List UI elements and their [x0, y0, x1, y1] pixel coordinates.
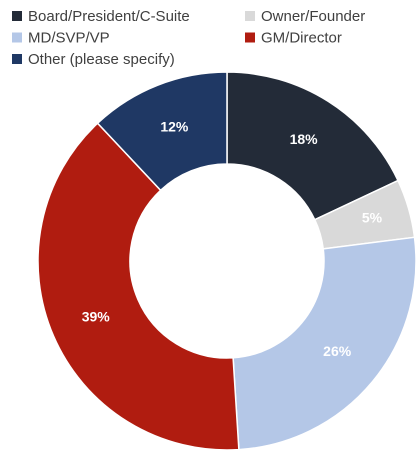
donut-slice: [37, 122, 240, 451]
legend-label: MD/SVP/VP: [28, 29, 110, 46]
legend-swatch: [12, 32, 22, 43]
legend-swatch: [245, 32, 255, 43]
legend-label: Owner/Founder: [261, 8, 365, 25]
legend-label: Board/President/C-Suite: [28, 8, 190, 25]
legend-swatch: [12, 54, 22, 64]
donut-slice: [96, 71, 228, 192]
donut-slice: [232, 236, 417, 451]
legend-label: GM/Director: [261, 29, 342, 46]
slice-label: 39%: [82, 308, 111, 324]
slice-label: 18%: [290, 131, 319, 147]
legend-swatch: [12, 11, 22, 21]
slice-label: 5%: [362, 210, 383, 226]
slice-label: 26%: [323, 343, 352, 359]
legend-label: Other (please specify): [28, 51, 175, 68]
donut-slice: [226, 71, 400, 221]
slice-label: 12%: [160, 119, 189, 135]
legend-swatch: [245, 11, 255, 21]
